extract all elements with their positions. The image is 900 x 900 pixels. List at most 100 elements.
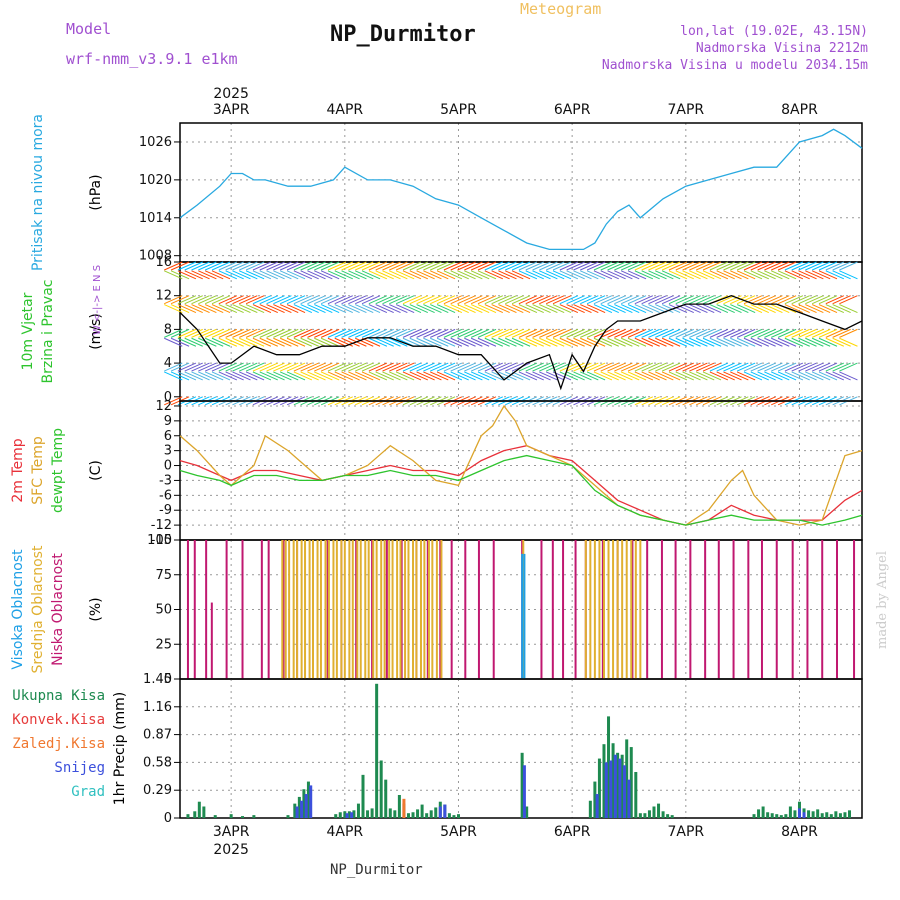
- wind-barb: [443, 328, 463, 338]
- wind-barb: [314, 261, 333, 271]
- wind-barb: [518, 362, 538, 372]
- wind-barb: [668, 371, 688, 381]
- wind-barb: [505, 270, 524, 280]
- wind-barb: [375, 304, 394, 314]
- wind-barb: [689, 337, 708, 347]
- wind-barb: [532, 337, 551, 347]
- y-tick-label: 0: [164, 811, 172, 826]
- wind-barb: [505, 328, 524, 338]
- x-tick-label-bottom: 8APR: [781, 824, 818, 840]
- wind-barb: [198, 261, 217, 271]
- wind-barb: [191, 295, 210, 305]
- wind-barb: [634, 371, 654, 381]
- wind-barb: [320, 304, 340, 314]
- wind-barb: [818, 261, 838, 271]
- y-tick-label: 0: [164, 390, 172, 405]
- wind-barb: [211, 371, 231, 381]
- wind-barb: [170, 304, 190, 314]
- wind-barb: [348, 295, 367, 305]
- wind-barb: [416, 328, 435, 338]
- wind-barb: [164, 261, 183, 271]
- wind-barb: [771, 270, 790, 280]
- wind-barb: [239, 270, 258, 280]
- wind-barb: [614, 304, 633, 314]
- bar-srednja: [598, 540, 601, 679]
- bar-ukupna: [616, 752, 620, 818]
- bar-ukupna: [775, 814, 779, 818]
- footer-station: NP_Durmitor: [330, 862, 423, 878]
- elevation-label: Nadmorska Visina 2212m: [695, 41, 868, 56]
- wind-barb: [409, 362, 428, 372]
- bar-niska: [439, 540, 442, 679]
- bar-srednja: [288, 540, 291, 679]
- bar-niska: [775, 540, 778, 679]
- wind-barb: [395, 362, 415, 372]
- bar-niska: [674, 540, 677, 679]
- wind-barb: [286, 337, 306, 347]
- wind-barb: [689, 270, 708, 280]
- bar-niska: [371, 540, 374, 679]
- wind-barb: [716, 261, 735, 271]
- wind-barb: [771, 328, 790, 338]
- y-tick-label: 9: [164, 414, 172, 429]
- wind-barb: [395, 295, 415, 305]
- wind-barb: [314, 295, 333, 305]
- wind-barb: [743, 337, 763, 347]
- wind-barb: [239, 328, 258, 338]
- bar-ukupna: [779, 815, 783, 818]
- bar-niska: [492, 540, 495, 679]
- wind-barb: [607, 261, 626, 271]
- wind-barb: [457, 261, 476, 271]
- wind-barb: [600, 270, 619, 280]
- bar-ukupna: [229, 814, 233, 818]
- wind-barb: [689, 304, 708, 314]
- wind-barb: [389, 270, 408, 280]
- wind-barb: [702, 270, 722, 280]
- bar-ukupna: [393, 810, 397, 818]
- bar-niska: [806, 540, 809, 679]
- wind-barb: [477, 295, 497, 305]
- series-line-temp2m: [179, 445, 863, 526]
- wind-barb: [696, 295, 715, 305]
- wind-barb: [757, 295, 776, 305]
- wind-barb: [723, 295, 742, 305]
- wind-barb: [682, 270, 701, 280]
- bar-ukupna: [525, 806, 529, 818]
- wind-barb: [784, 295, 804, 305]
- wind-barb: [252, 304, 272, 314]
- wind-barb: [716, 304, 735, 314]
- wind-barb: [641, 304, 660, 314]
- wind-barb: [696, 328, 715, 338]
- wind-barb: [245, 261, 265, 271]
- wind-barb: [184, 304, 203, 314]
- wind-barb: [498, 270, 517, 280]
- bar-ukupna: [375, 683, 379, 818]
- wind-barb: [348, 304, 367, 314]
- wind-barb: [777, 270, 797, 280]
- bar-ukupna: [666, 814, 670, 818]
- wind-barb: [266, 328, 285, 338]
- wind-barb: [218, 261, 238, 271]
- bar-ukupna: [370, 808, 374, 818]
- wind-barb: [443, 337, 463, 347]
- wind-barb: [593, 270, 613, 280]
- wind-barb: [334, 295, 353, 305]
- wind-barb: [443, 371, 463, 381]
- wind-barb: [286, 362, 306, 372]
- wind-barb: [661, 328, 681, 338]
- wind-barb: [675, 337, 694, 347]
- wind-barb: [252, 328, 272, 338]
- wind-barb: [464, 337, 483, 347]
- x-tick-label-top: 6APR: [554, 102, 591, 118]
- bar-ukupna: [452, 815, 456, 818]
- wind-barb: [170, 362, 190, 372]
- page-title: NP_Durmitor: [330, 22, 476, 47]
- wind-barb: [450, 362, 469, 372]
- wind-barb: [286, 270, 306, 280]
- wind-barb: [641, 270, 660, 280]
- wind-barb: [184, 328, 203, 338]
- wind-barb: [682, 261, 701, 271]
- wind-barb: [566, 362, 585, 372]
- wind-barb: [470, 328, 490, 338]
- wind-barb: [368, 270, 388, 280]
